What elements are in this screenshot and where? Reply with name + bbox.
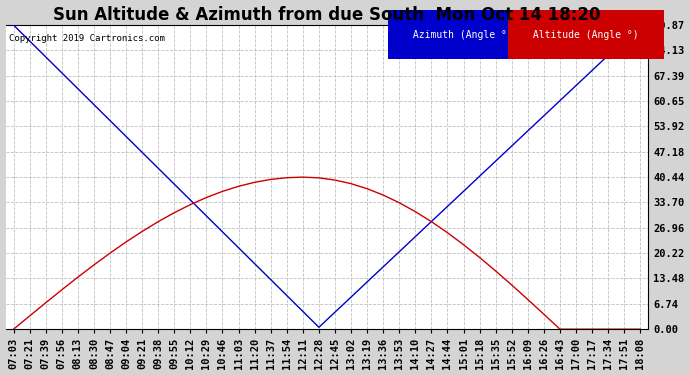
Text: Altitude (Angle °): Altitude (Angle °) [527,30,645,40]
Text: Copyright 2019 Cartronics.com: Copyright 2019 Cartronics.com [9,34,165,43]
Title: Sun Altitude & Azimuth from due South  Mon Oct 14 18:20: Sun Altitude & Azimuth from due South Mo… [53,6,601,24]
Text: Azimuth (Angle °): Azimuth (Angle °) [407,30,519,40]
